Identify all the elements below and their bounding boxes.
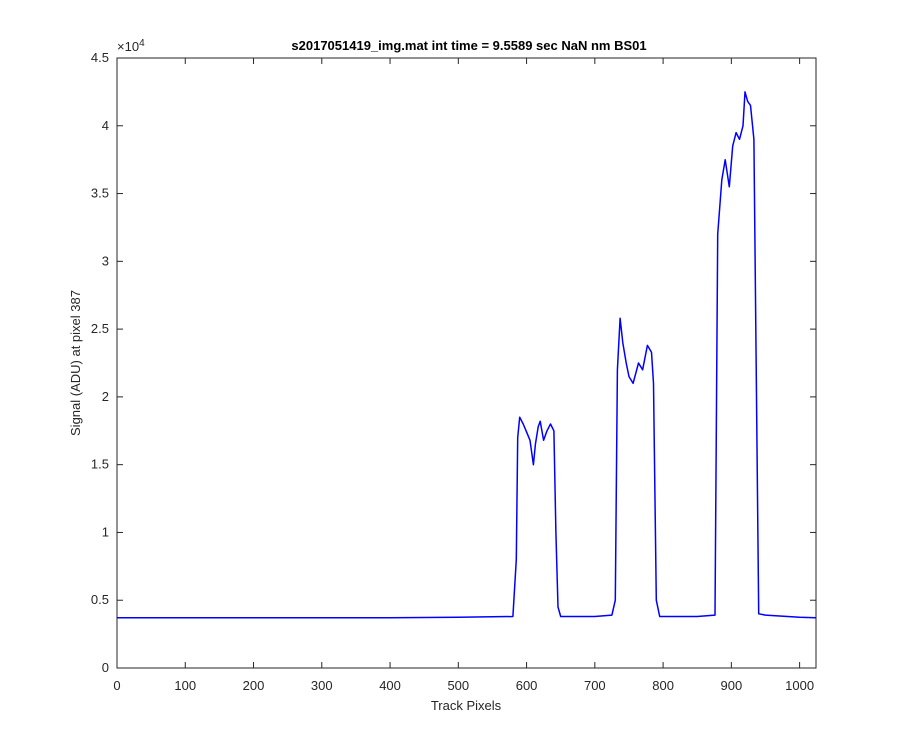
x-tick-label: 1000	[785, 678, 814, 693]
y-tick-label: 1.5	[91, 457, 109, 472]
x-axis-label: Track Pixels	[431, 698, 502, 713]
y-tick-label: 1	[102, 524, 109, 539]
y-tick-label: 3.5	[91, 186, 109, 201]
y-tick-label: 3	[102, 253, 109, 268]
y-axis-label: Signal (ADU) at pixel 387	[68, 290, 83, 436]
x-tick-label: 0	[113, 678, 120, 693]
chart-title: s2017051419_img.mat int time = 9.5589 se…	[291, 38, 646, 53]
x-tick-label: 400	[379, 678, 401, 693]
y-exponent-base: ×10	[117, 39, 139, 54]
x-tick-label: 700	[584, 678, 606, 693]
y-tick-label: 2.5	[91, 321, 109, 336]
plot-area	[117, 58, 816, 668]
x-tick-label: 500	[447, 678, 469, 693]
x-tick-label: 800	[652, 678, 674, 693]
y-tick-label: 0.5	[91, 592, 109, 607]
x-tick-label: 600	[516, 678, 538, 693]
x-tick-label: 300	[311, 678, 333, 693]
y-tick-label: 4.5	[91, 50, 109, 65]
y-tick-label: 0	[102, 660, 109, 675]
x-tick-label: 900	[721, 678, 743, 693]
x-tick-label: 200	[243, 678, 265, 693]
y-tick-label: 4	[102, 118, 109, 133]
y-exponent-power: 4	[139, 38, 145, 49]
y-tick-label: 2	[102, 389, 109, 404]
x-tick-label: 100	[174, 678, 196, 693]
